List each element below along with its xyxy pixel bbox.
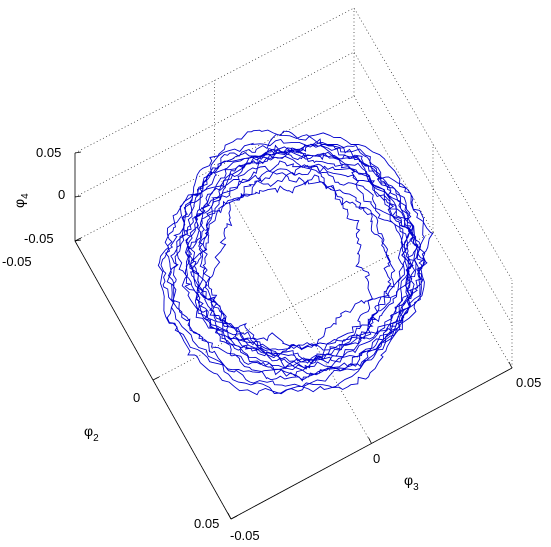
y-tick-1: [368, 437, 372, 444]
axes-box: [74, 151, 513, 520]
y-tick-label-high: 0.05: [516, 375, 541, 390]
x-tick-label-mid: 0: [133, 390, 140, 405]
axes-grid: [74, 7, 513, 520]
floor-grid-y-1: [214, 168, 372, 444]
x-tick-2: [230, 515, 238, 520]
z-axis-label: φ4: [11, 193, 31, 208]
z-tick-0: [74, 239, 82, 242]
x-tick-label-low: -0.05: [2, 254, 32, 269]
y-axis-label: φ3: [404, 472, 419, 493]
series-line: [157, 129, 434, 396]
y-tick-label-low: -0.05: [230, 528, 260, 543]
x-tick-label-high: 0.05: [194, 516, 219, 531]
x-axis-label-subscript: 2: [93, 433, 99, 444]
z-tick-1: [74, 195, 82, 198]
y-tick-2: [508, 361, 513, 369]
z-tick-label-high: 0.05: [36, 145, 61, 160]
x-tick-1: [152, 376, 160, 381]
z-axis-label-symbol: φ: [11, 199, 27, 208]
z-tick-label-low: -0.05: [24, 231, 54, 246]
x-axis-label: φ2: [84, 423, 99, 444]
y-tick-0: [227, 512, 232, 520]
x-axis-label-symbol: φ: [84, 423, 93, 439]
y-tick-label-mid: 0: [373, 451, 380, 466]
z-tick-2: [74, 151, 82, 154]
z-tick-label-mid: 0: [58, 187, 65, 202]
z-axis-label-subscript: 4: [20, 193, 31, 199]
wall-grid-z-0: [74, 51, 513, 325]
y-axis-label-subscript: 3: [413, 482, 419, 493]
wall-grid-z-1: [74, 7, 513, 281]
trajectory-trace: [157, 129, 434, 396]
y-axis-label-symbol: φ: [404, 472, 413, 488]
